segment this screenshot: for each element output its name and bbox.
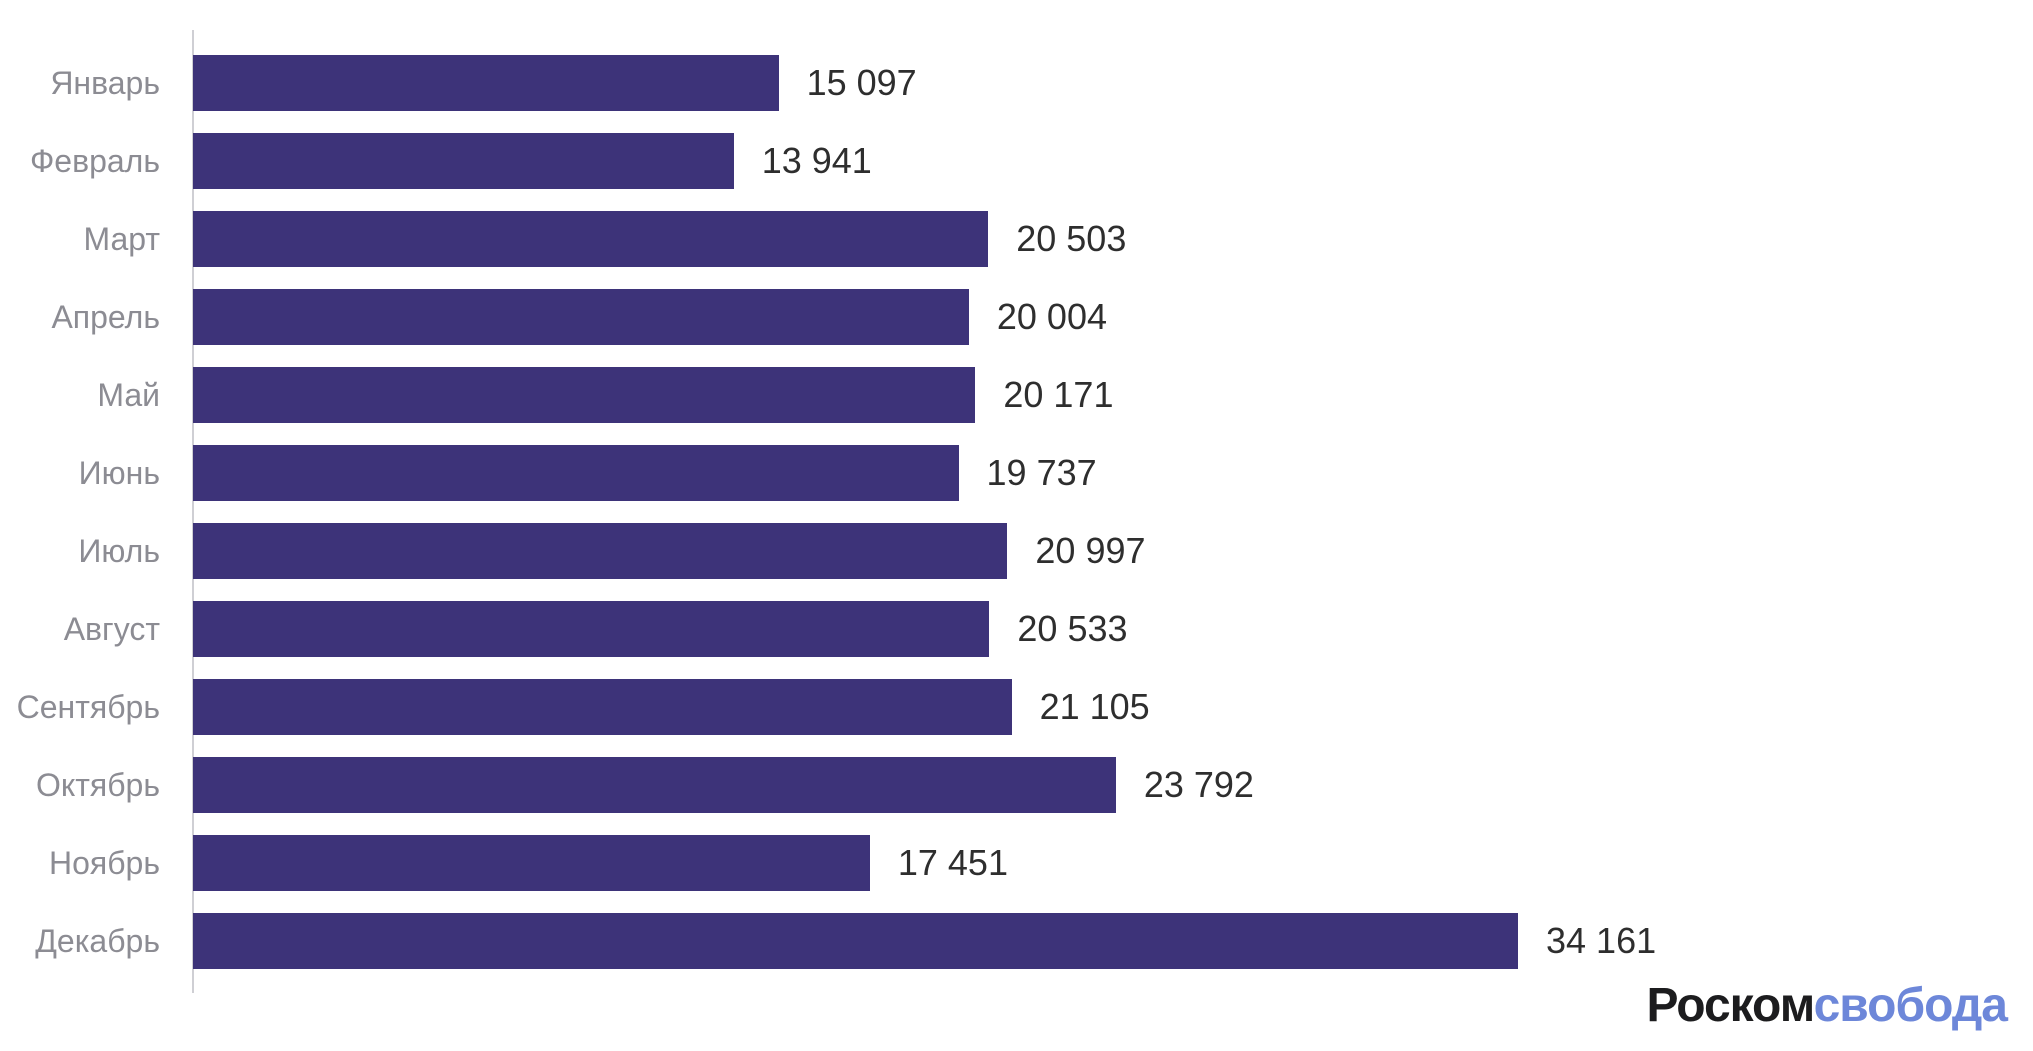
bar-row: Декабрь 34 161 (0, 902, 2033, 980)
value-label: 20 004 (996, 296, 1107, 337)
bar (193, 523, 1008, 579)
bar (193, 913, 1518, 969)
y-axis-line (192, 30, 194, 993)
value-label: 13 941 (761, 140, 872, 181)
category-label: Июнь (78, 454, 160, 491)
bar-row: Ноябрь 17 451 (0, 824, 2033, 902)
category-label: Декабрь (35, 922, 160, 959)
bar-row: Январь 15 097 (0, 44, 2033, 122)
value-label: 20 997 (1035, 530, 1146, 571)
bar (193, 757, 1116, 813)
bar-row: Август 20 533 (0, 590, 2033, 668)
bar (193, 601, 990, 657)
bar (193, 679, 1012, 735)
bar (193, 835, 870, 891)
value-label: 34 161 (1546, 920, 1657, 961)
value-label: 20 533 (1017, 608, 1128, 649)
bar-row: Февраль 13 941 (0, 122, 2033, 200)
bar (193, 55, 779, 111)
category-label: Сентябрь (16, 688, 160, 725)
category-label: Июль (78, 532, 160, 569)
roskomsvoboda-logo: Роскомсвобода (1646, 978, 2008, 1033)
value-label: 15 097 (806, 62, 917, 103)
value-label: 23 792 (1143, 764, 1254, 805)
value-label: 21 105 (1039, 686, 1150, 727)
bar-row: Июнь 19 737 (0, 434, 2033, 512)
logo-blue-part: свобода (1813, 979, 2008, 1032)
logo-black-part: Роском (1646, 979, 1814, 1032)
bar-row: Апрель 20 004 (0, 278, 2033, 356)
value-label: 20 171 (1003, 374, 1114, 415)
category-label: Февраль (29, 142, 160, 179)
bar-row: Март 20 503 (0, 200, 2033, 278)
bar-row: Сентябрь 21 105 (0, 668, 2033, 746)
bar-row: Июль 20 997 (0, 512, 2033, 590)
category-label: Октябрь (35, 766, 160, 803)
category-label: Апрель (51, 298, 160, 335)
chart-rows: Январь 15 097 Февраль 13 941 Март 20 503… (0, 44, 2033, 980)
bar (193, 211, 989, 267)
category-label: Январь (50, 64, 160, 101)
value-label: 19 737 (986, 452, 1097, 493)
bar-row: Октябрь 23 792 (0, 746, 2033, 824)
category-label: Май (97, 376, 160, 413)
category-label: Ноябрь (48, 844, 160, 881)
value-label: 17 451 (897, 842, 1008, 883)
bar (193, 133, 734, 189)
bar-row: Май 20 171 (0, 356, 2033, 434)
category-label: Август (63, 610, 160, 647)
category-label: Март (83, 220, 160, 257)
bar (193, 367, 976, 423)
value-label: 20 503 (1016, 218, 1127, 259)
bar (193, 289, 969, 345)
bar (193, 445, 959, 501)
